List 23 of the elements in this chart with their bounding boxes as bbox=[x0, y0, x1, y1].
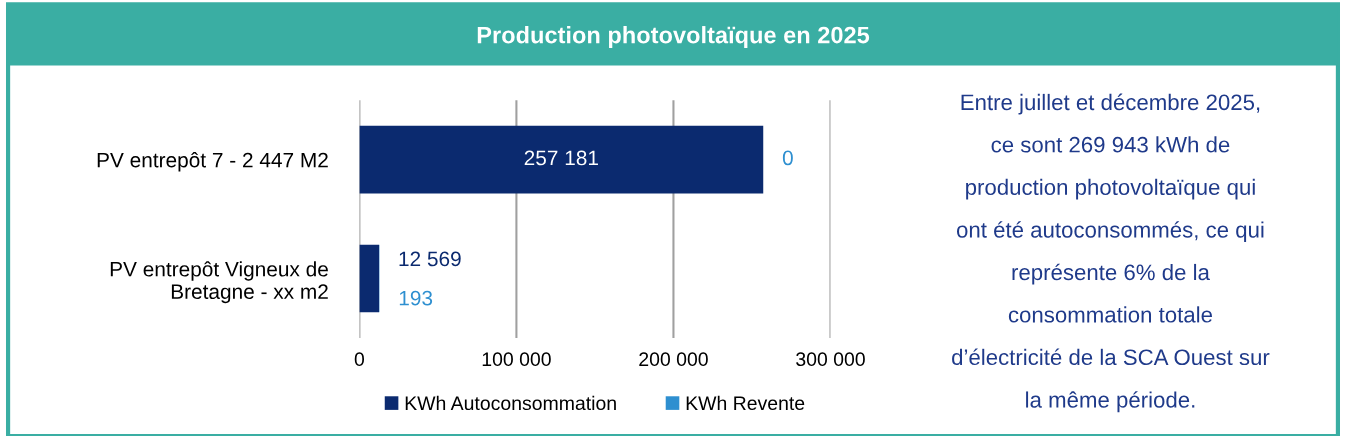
x-tick-label: 300 000 bbox=[796, 352, 865, 367]
text: la même période. bbox=[1026, 391, 1195, 413]
legend-label: KWh Autoconsommation bbox=[405, 395, 616, 411]
bar bbox=[359, 125, 764, 194]
legend-label: KWh Revente bbox=[686, 395, 805, 411]
x-tick-label: 200 000 bbox=[639, 352, 708, 367]
x-tick-label: 0 bbox=[354, 352, 365, 367]
text: ce sont 269 943 kWh de bbox=[991, 136, 1230, 153]
text: production photovoltaïque qui bbox=[966, 178, 1255, 200]
text: ont été autoconsommés, ce qui bbox=[956, 221, 1264, 243]
data-label: 193 bbox=[399, 290, 433, 306]
data-label: 0 bbox=[782, 150, 793, 166]
text: Entre juillet et décembre 2025, bbox=[961, 93, 1260, 115]
bar bbox=[359, 244, 380, 313]
data-label: 12 569 bbox=[399, 251, 461, 267]
text: représente 6% de la bbox=[1012, 263, 1210, 285]
x-tick-label: 100 000 bbox=[482, 352, 551, 367]
y-tick-label: PV entrepôt Vigneux de Bretagne - xx m2 bbox=[110, 261, 328, 304]
y-tick-label: PV entrepôt 7 - 2 447 M2 bbox=[97, 152, 328, 172]
text: d’électricité de la SCA Ouest sur bbox=[952, 348, 1270, 366]
chart-title: Production photovoltaïque en 2025 bbox=[477, 26, 870, 49]
text: consommation totale bbox=[1008, 306, 1212, 323]
data-label: 257 181 bbox=[524, 150, 598, 166]
